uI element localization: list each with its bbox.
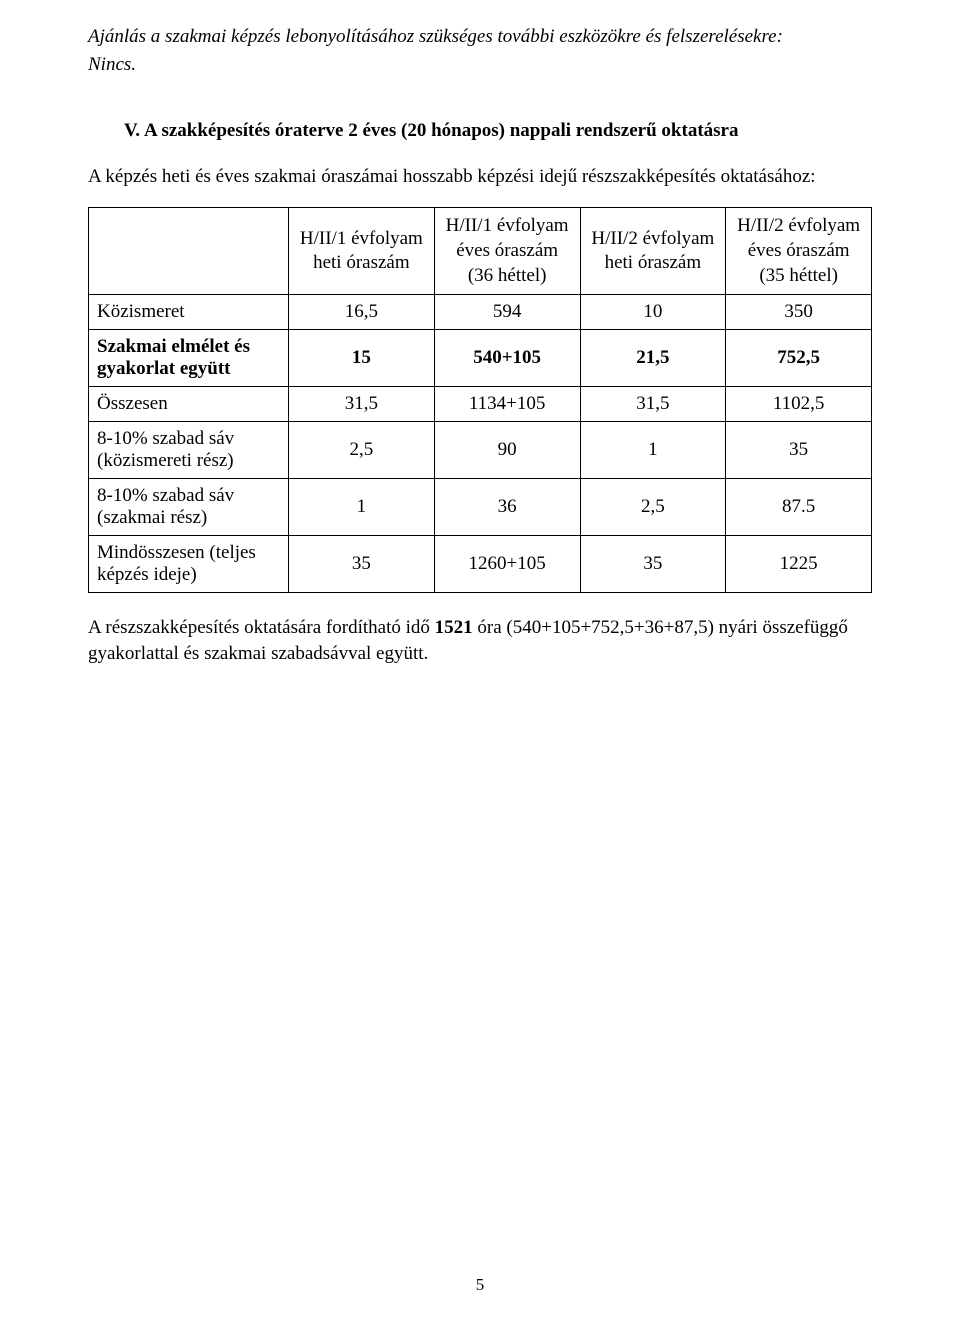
- table-row: Közismeret 16,5 594 10 350: [89, 295, 872, 330]
- table-row: Szakmai elmélet és gyakorlat együtt 15 5…: [89, 330, 872, 387]
- cell: 540+105: [434, 330, 580, 387]
- intro-value: Nincs.: [88, 54, 872, 76]
- cell: 594: [434, 295, 580, 330]
- row-label: 8-10% szabad sáv (közismereti rész): [89, 422, 289, 479]
- header-col-4: H/II/2 évfolyam éves óraszám (35 héttel): [726, 208, 872, 295]
- cell: 90: [434, 422, 580, 479]
- table-row: 8-10% szabad sáv (szakmai rész) 1 36 2,5…: [89, 479, 872, 536]
- header-col-3: H/II/2 évfolyam heti óraszám: [580, 208, 726, 295]
- footer-bold: 1521: [435, 617, 473, 638]
- cell: 10: [580, 295, 726, 330]
- cell: 1: [580, 422, 726, 479]
- lead-paragraph: A képzés heti és éves szakmai óraszámai …: [88, 164, 872, 190]
- cell: 2,5: [289, 422, 435, 479]
- cell: 1134+105: [434, 387, 580, 422]
- cell: 87.5: [726, 479, 872, 536]
- row-label: Mindösszesen (teljes képzés ideje): [89, 536, 289, 593]
- table-header-row: H/II/1 évfolyam heti óraszám H/II/1 évfo…: [89, 208, 872, 295]
- cell: 350: [726, 295, 872, 330]
- row-label: Összesen: [89, 387, 289, 422]
- section-roman: V.: [124, 120, 140, 141]
- cell: 31,5: [289, 387, 435, 422]
- header-col-1: H/II/1 évfolyam heti óraszám: [289, 208, 435, 295]
- table-row: Összesen 31,5 1134+105 31,5 1102,5: [89, 387, 872, 422]
- row-label: 8-10% szabad sáv (szakmai rész): [89, 479, 289, 536]
- row-label: Közismeret: [89, 295, 289, 330]
- cell: 1260+105: [434, 536, 580, 593]
- table-row: 8-10% szabad sáv (közismereti rész) 2,5 …: [89, 422, 872, 479]
- schedule-table: H/II/1 évfolyam heti óraszám H/II/1 évfo…: [88, 207, 872, 593]
- cell: 1102,5: [726, 387, 872, 422]
- cell: 2,5: [580, 479, 726, 536]
- page: Ajánlás a szakmai képzés lebonyolításáho…: [0, 0, 960, 1319]
- cell: 752,5: [726, 330, 872, 387]
- page-number: 5: [0, 1275, 960, 1295]
- header-blank: [89, 208, 289, 295]
- cell: 35: [726, 422, 872, 479]
- cell: 31,5: [580, 387, 726, 422]
- cell: 16,5: [289, 295, 435, 330]
- header-col-2: H/II/1 évfolyam éves óraszám (36 héttel): [434, 208, 580, 295]
- cell: 21,5: [580, 330, 726, 387]
- section-heading-row: V. A szakképesítés óraterve 2 éves (20 h…: [124, 120, 872, 142]
- footer-paragraph: A részszakképesítés oktatására fordíthat…: [88, 615, 872, 666]
- cell: 1: [289, 479, 435, 536]
- row-label: Szakmai elmélet és gyakorlat együtt: [89, 330, 289, 387]
- table-row: Mindösszesen (teljes képzés ideje) 35 12…: [89, 536, 872, 593]
- footer-pre: A részszakképesítés oktatására fordíthat…: [88, 617, 435, 638]
- cell: 35: [580, 536, 726, 593]
- intro-heading: Ajánlás a szakmai képzés lebonyolításáho…: [88, 24, 872, 50]
- cell: 15: [289, 330, 435, 387]
- cell: 36: [434, 479, 580, 536]
- section-title: A szakképesítés óraterve 2 éves (20 hóna…: [144, 120, 738, 141]
- cell: 35: [289, 536, 435, 593]
- cell: 1225: [726, 536, 872, 593]
